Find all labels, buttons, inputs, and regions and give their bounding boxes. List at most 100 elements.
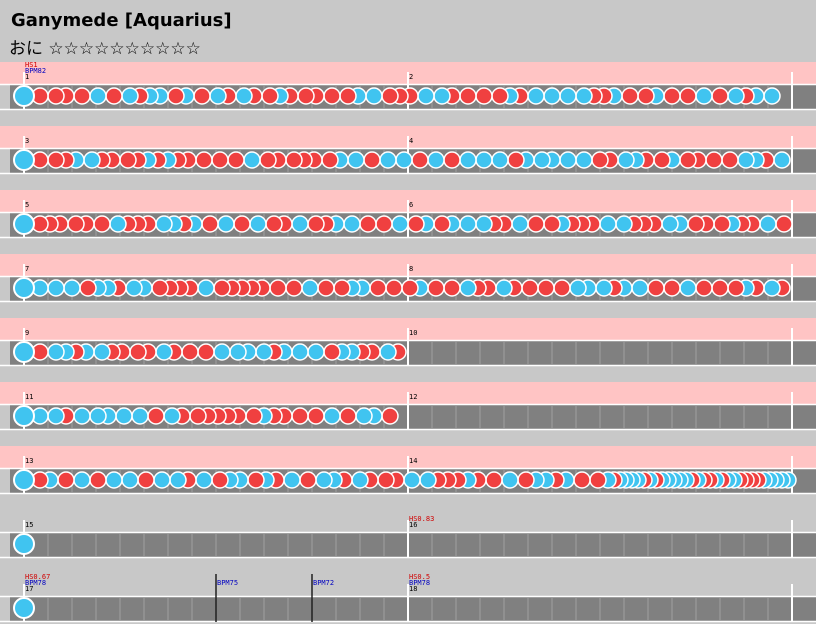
note <box>385 279 403 297</box>
note <box>233 215 251 233</box>
note <box>291 407 309 425</box>
note <box>283 471 301 489</box>
note <box>193 87 211 105</box>
note-big <box>13 597 35 619</box>
note <box>527 87 545 105</box>
measure-number: 9 <box>25 329 29 337</box>
note <box>491 87 509 105</box>
note <box>621 87 639 105</box>
note <box>375 215 393 233</box>
note <box>443 151 461 169</box>
note <box>213 279 231 297</box>
note <box>333 279 351 297</box>
note <box>459 151 477 169</box>
note <box>459 279 477 297</box>
measure-number: 2 <box>409 73 413 81</box>
note <box>679 87 697 105</box>
note <box>661 215 679 233</box>
note <box>323 407 341 425</box>
note <box>197 279 215 297</box>
note <box>543 215 561 233</box>
note <box>93 215 111 233</box>
note <box>167 87 185 105</box>
note <box>73 87 91 105</box>
note <box>417 87 435 105</box>
note-big <box>13 469 35 491</box>
measure-number: 13 <box>25 457 33 465</box>
note <box>379 343 397 361</box>
note <box>89 471 107 489</box>
note <box>511 215 529 233</box>
note <box>433 215 451 233</box>
note <box>269 279 287 297</box>
note <box>93 343 111 361</box>
note <box>475 215 493 233</box>
note <box>615 215 633 233</box>
note <box>119 151 137 169</box>
note <box>315 471 333 489</box>
note <box>773 151 791 169</box>
note <box>663 87 681 105</box>
note <box>201 215 219 233</box>
note <box>339 407 357 425</box>
note <box>317 279 335 297</box>
note <box>169 471 187 489</box>
note <box>291 215 309 233</box>
note <box>339 87 357 105</box>
note-big <box>13 405 35 427</box>
note <box>297 87 315 105</box>
note <box>347 151 365 169</box>
note <box>301 279 319 297</box>
note <box>403 471 421 489</box>
note <box>109 215 127 233</box>
note <box>401 279 419 297</box>
note <box>679 151 697 169</box>
note <box>395 151 413 169</box>
note <box>575 87 593 105</box>
note <box>727 87 745 105</box>
note <box>713 215 731 233</box>
note <box>419 471 437 489</box>
note <box>775 215 793 233</box>
note <box>759 215 777 233</box>
note <box>369 279 387 297</box>
note <box>355 407 373 425</box>
note <box>647 279 665 297</box>
note-big <box>13 213 35 235</box>
note <box>427 279 445 297</box>
note <box>189 407 207 425</box>
measure-number: 12 <box>409 393 417 401</box>
measure-number: 4 <box>409 137 413 145</box>
measure-number: 5 <box>25 201 29 209</box>
note <box>73 407 91 425</box>
note <box>197 343 215 361</box>
measure-number: 10 <box>409 329 417 337</box>
note <box>663 279 681 297</box>
note <box>115 407 133 425</box>
note <box>543 87 561 105</box>
note <box>121 471 139 489</box>
note <box>323 343 341 361</box>
note <box>617 151 635 169</box>
note <box>343 215 361 233</box>
note <box>285 151 303 169</box>
note <box>695 279 713 297</box>
note-big <box>13 277 35 299</box>
note <box>211 151 229 169</box>
note <box>391 215 409 233</box>
note <box>407 215 425 233</box>
note <box>181 343 199 361</box>
lane <box>10 532 816 558</box>
measure-label: BPM82 <box>25 67 46 75</box>
measure-number: 6 <box>409 201 413 209</box>
note <box>307 407 325 425</box>
note <box>559 151 577 169</box>
note <box>245 407 263 425</box>
note-big <box>13 533 35 555</box>
measure-number: 14 <box>409 457 417 465</box>
note <box>553 279 571 297</box>
note <box>573 471 591 489</box>
measure-label: HS1 <box>25 61 38 69</box>
